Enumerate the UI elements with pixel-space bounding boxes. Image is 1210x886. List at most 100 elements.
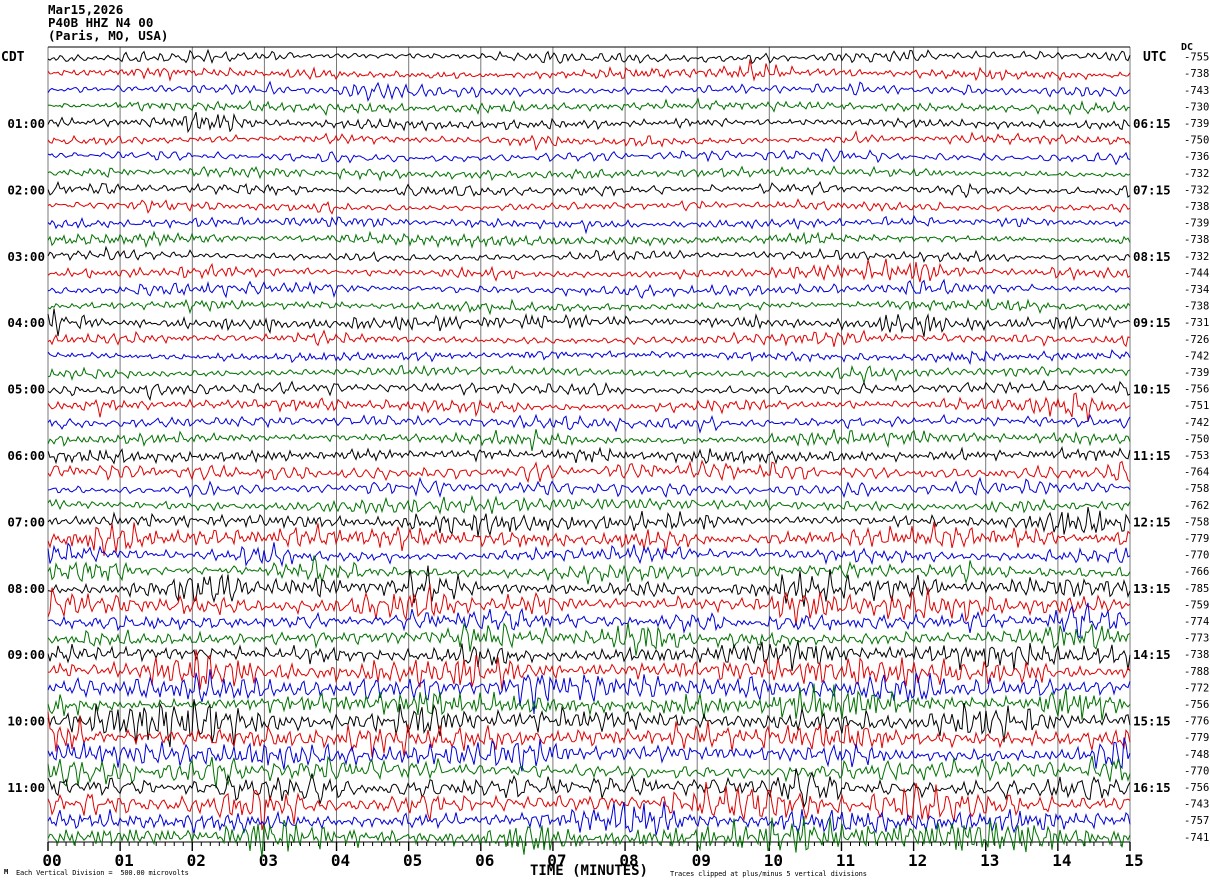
row-dc-value: -739 <box>1184 367 1209 379</box>
row-dc-value: -762 <box>1184 500 1209 512</box>
row-left-time-label: 06:00 <box>7 448 45 463</box>
row-left-time-label: 03:00 <box>7 249 45 264</box>
row-left-time-label: 04:00 <box>7 315 45 330</box>
row-left-time-label: 02:00 <box>7 182 45 197</box>
trace-row <box>47 711 1131 757</box>
row-right-time-label: 12:15 <box>1133 514 1171 529</box>
row-right-time-label: 16:15 <box>1133 780 1171 795</box>
trace-row <box>47 258 1131 283</box>
trace-row <box>47 699 1131 748</box>
row-right-time-label: 09:15 <box>1133 315 1171 330</box>
trace-row <box>47 683 1131 721</box>
row-dc-value: -731 <box>1184 317 1209 329</box>
trace-row <box>47 542 1131 568</box>
x-tick-label: 09 <box>692 851 711 870</box>
row-left-time-label: 11:00 <box>7 780 45 795</box>
row-dc-value: -753 <box>1184 450 1209 462</box>
row-dc-value: -739 <box>1184 118 1209 130</box>
row-dc-value: -744 <box>1184 267 1209 279</box>
row-dc-value: -738 <box>1184 68 1209 80</box>
row-dc-value: -734 <box>1184 284 1209 296</box>
trace-row <box>47 413 1131 435</box>
trace-row <box>47 198 1131 215</box>
trace-row <box>47 446 1131 465</box>
trace-row <box>47 329 1131 348</box>
x-tick-label: 14 <box>1052 851 1071 870</box>
row-dc-value: -743 <box>1184 85 1209 97</box>
trace-row <box>47 459 1131 484</box>
trace-row <box>47 768 1131 809</box>
trace-row <box>47 507 1131 537</box>
trace-rows <box>47 48 1131 858</box>
row-dc-value: -732 <box>1184 184 1209 196</box>
trace-row <box>47 801 1131 836</box>
trace-row <box>47 521 1131 556</box>
scale-note: Each Vertical Division = 500.00 microvol… <box>16 869 189 877</box>
trace-row <box>47 349 1131 366</box>
row-dc-value: -756 <box>1184 384 1209 396</box>
trace-row <box>47 147 1131 166</box>
row-dc-value: -750 <box>1184 135 1209 147</box>
trace-row <box>47 214 1131 235</box>
x-tick-label: 07 <box>547 851 566 870</box>
row-labels: -755 -738 -743 -730 01:00 06:15 -739 -750 -736 -7… <box>7 52 1209 844</box>
row-right-time-label: 06:15 <box>1133 116 1171 131</box>
trace-row <box>47 494 1131 515</box>
x-axis-title: TIME (MINUTES) <box>529 863 648 879</box>
row-dc-value: -736 <box>1184 151 1209 163</box>
trace-row <box>47 640 1131 672</box>
trace-row <box>47 364 1131 384</box>
x-tick-label: 08 <box>619 851 638 870</box>
x-tick-label: 00 <box>42 851 61 870</box>
row-dc-value: -743 <box>1184 799 1209 811</box>
trace-row <box>47 278 1131 299</box>
row-dc-value: -779 <box>1184 732 1209 744</box>
x-tick-label: 13 <box>980 851 999 870</box>
x-tick-label: 01 <box>115 851 134 870</box>
trace-row <box>47 298 1131 316</box>
row-dc-value: -759 <box>1184 599 1209 611</box>
corner-glyph: M <box>4 868 9 876</box>
row-dc-value: -776 <box>1184 716 1209 728</box>
grid-lines <box>47 47 1131 842</box>
trace-row <box>47 602 1131 639</box>
row-dc-value: -726 <box>1184 334 1209 346</box>
trace-row <box>47 583 1131 626</box>
trace-row <box>47 392 1131 422</box>
row-dc-value: -770 <box>1184 765 1209 777</box>
header-station: P40B HHZ N4 00 <box>48 15 154 30</box>
left-timezone-label: CDT <box>1 50 25 65</box>
trace-row <box>47 129 1131 152</box>
trace-row <box>47 111 1131 134</box>
x-tick-label: 03 <box>259 851 278 870</box>
row-right-time-label: 10:15 <box>1133 382 1171 397</box>
trace-row <box>47 781 1131 831</box>
trace-row <box>47 165 1131 182</box>
row-right-time-label: 07:15 <box>1133 182 1171 197</box>
row-dc-value: -788 <box>1184 666 1209 678</box>
row-left-time-label: 05:00 <box>7 382 45 397</box>
row-dc-value: -756 <box>1184 782 1209 794</box>
row-dc-value: -732 <box>1184 251 1209 263</box>
row-left-time-label: 01:00 <box>7 116 45 131</box>
row-dc-value: -779 <box>1184 533 1209 545</box>
row-left-time-label: 07:00 <box>7 514 45 529</box>
row-right-time-label: 14:15 <box>1133 647 1171 662</box>
right-timezone-label: UTC <box>1143 50 1167 65</box>
row-left-time-label: 10:00 <box>7 714 45 729</box>
x-tick-label: 12 <box>908 851 927 870</box>
row-left-time-label: 09:00 <box>7 647 45 662</box>
row-dc-value: -764 <box>1184 467 1209 479</box>
row-right-time-label: 15:15 <box>1133 714 1171 729</box>
header-location: (Paris, MO, USA) <box>48 28 169 43</box>
trace-row <box>47 649 1131 691</box>
row-dc-value: -748 <box>1184 749 1209 761</box>
row-dc-value: -739 <box>1184 218 1209 230</box>
x-tick-label: 02 <box>187 851 206 870</box>
row-dc-value: -773 <box>1184 633 1209 645</box>
trace-row <box>47 230 1131 249</box>
header-date: Mar15,2026 <box>48 2 124 17</box>
trace-row <box>47 622 1131 656</box>
